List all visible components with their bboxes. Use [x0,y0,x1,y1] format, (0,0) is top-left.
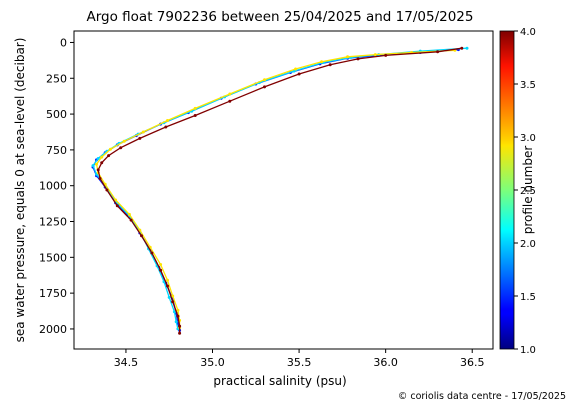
colorbar-tick-label: 3.0 [520,133,536,144]
profile-point [127,212,131,216]
profile-point [100,161,104,165]
profile-point [460,46,464,50]
profile-point [164,125,168,129]
plot-area: 34.5 35.0 35.5 36.0 36.5 0 250 500 750 1000 1250 1… [39,30,494,369]
profile-point [140,234,143,238]
y-tick-label: 1250 [39,216,67,229]
profile-point [174,320,178,324]
y-tick-label: 500 [46,108,67,121]
profile-point [166,284,169,288]
profile-point [178,324,182,328]
profile-point [138,228,142,232]
colorbar-tick-label: 2.0 [520,239,536,250]
profile-point [346,55,350,59]
colorbar: 1.0 1.5 2.0 2.5 3.0 3.5 4.0 profile number [499,27,536,356]
profile-point [294,67,298,71]
profile-point [193,114,197,117]
profile-point [465,46,469,50]
x-axis: 34.5 35.0 35.5 36.0 36.5 [114,349,485,369]
profile-point [95,162,98,166]
profile-point [176,314,180,318]
profile-point [263,85,266,89]
profile-point [98,177,102,180]
y-axis: 0 250 500 750 1000 1250 1500 1750 2000 [39,36,74,336]
y-tick-label: 2000 [39,323,67,336]
profile-point [176,308,180,312]
profile-series [91,48,460,332]
series-layer [91,46,469,335]
profile-point [119,146,123,150]
profile-point [115,204,119,208]
profile-point [96,168,100,172]
profile-line [95,49,455,328]
profile-point [159,268,163,272]
profile-point [122,139,126,143]
colorbar-tick-label: 3.5 [520,80,536,91]
profile-point [105,188,109,192]
profile-point [320,60,324,64]
y-tick-label: 0 [60,36,67,49]
profile-point [436,50,440,54]
profile-point [150,251,154,255]
y-axis-label: sea water pressure, equals 0 at sea-leve… [13,38,27,343]
profile-point [263,78,266,82]
y-tick-label: 1500 [39,251,67,264]
profile-point [228,99,232,103]
profile-point [328,63,332,67]
colorbar-tick-label: 1.0 [520,345,536,356]
profile-point [178,331,182,335]
profile-point [373,53,377,57]
profile-point [114,198,118,202]
profile-point [96,157,100,160]
y-tick-label: 1750 [39,287,67,300]
profile-point [166,119,169,122]
profile-point [171,294,175,298]
profile-point [129,218,133,222]
profile-point [91,164,95,168]
profile-point [171,300,175,304]
x-tick-label: 35.5 [287,356,312,369]
colorbar-tick-label: 2.5 [520,186,536,197]
profile-point [356,57,360,61]
profile-point [228,92,232,96]
chart-title: Argo float 7902236 between 25/04/2025 an… [87,9,474,25]
y-tick-label: 250 [46,72,67,85]
profile-point [100,155,104,159]
profile-point [297,72,301,76]
x-axis-label: practical salinity (psu) [213,374,346,388]
colorbar-tick-label: 1.5 [520,292,536,303]
x-tick-label: 35.0 [200,356,225,369]
credit-text: © coriolis data centre - 17/05/2025 [398,391,566,402]
plot-frame [73,30,494,350]
colorbar-gradient [499,30,515,350]
profile-series [91,46,469,331]
profile-point [384,53,388,57]
profile-series [95,48,457,329]
profile-line [92,47,468,330]
x-tick-label: 36.0 [373,356,398,369]
profile-point [108,147,112,151]
profile-point [159,263,163,266]
colorbar-tick-label: 4.0 [520,27,536,38]
profile-point [141,130,145,134]
profile-point [172,310,176,314]
x-tick-label: 36.5 [460,356,485,369]
profile-point [166,278,169,282]
y-tick-label: 1000 [39,180,67,193]
x-tick-label: 34.5 [114,356,139,369]
profile-point [167,295,171,299]
profile-line [92,48,459,331]
colorbar-label: profile number [521,146,535,235]
profile-series [96,46,464,335]
y-tick-label: 750 [46,144,67,157]
profile-point [138,136,142,140]
profile-point [193,106,197,110]
profile-point [107,154,111,158]
profile-line [97,47,462,334]
colorbar-ticks: 1.0 1.5 2.0 2.5 3.0 3.5 4.0 [514,27,536,356]
